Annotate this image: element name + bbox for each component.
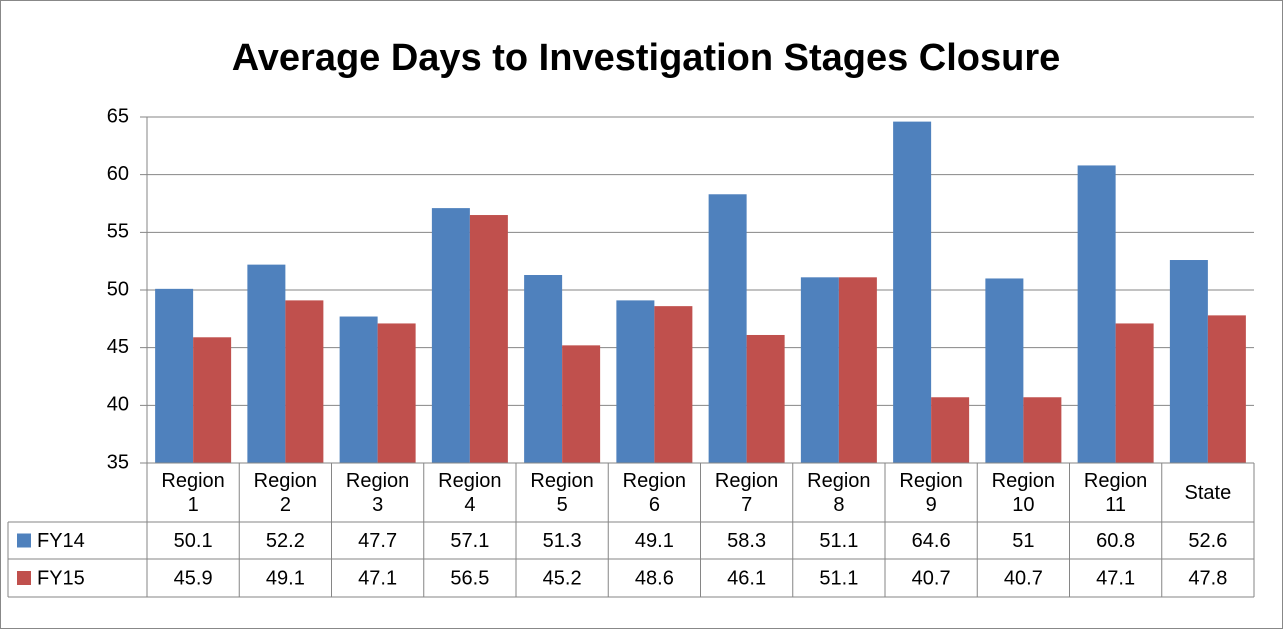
table-value: 47.1 [1096,567,1135,589]
x-tick-wrap: Region 5 [516,463,608,522]
table-value: 56.5 [450,567,489,589]
x-tick-label-box: Region 2 [239,463,331,522]
x-tick-wrap: State [1162,463,1254,522]
chart-title: Average Days to Investigation Stages Clo… [232,37,1061,79]
x-tick-label-box: Region 8 [793,463,885,522]
table-value: 46.1 [727,567,766,589]
table-value: 47.1 [358,567,397,589]
table-value: 45.9 [174,567,213,589]
y-tick-label: 40 [107,394,129,416]
table-value: 60.8 [1096,530,1135,552]
bar [155,288,194,463]
bar [377,323,416,463]
x-tick-label: Region 2 [253,469,318,516]
x-tick-wrap: Region 8 [793,463,885,522]
x-tick-label-box: Region 9 [885,463,977,522]
table-value: 47.8 [1188,567,1227,589]
bar [985,278,1024,463]
bar [654,306,693,463]
x-tick-label: Region 1 [161,469,225,516]
x-tick-label: Region 3 [345,469,410,516]
x-tick-label-box: Region 3 [332,463,424,522]
legend-swatch [17,571,31,585]
x-tick-label-box: Region 10 [977,463,1069,522]
y-tick-label: 65 [107,105,129,127]
table-value: 49.1 [266,567,305,589]
y-tick-label: 60 [107,163,129,185]
x-tick-label-box: Region 5 [516,463,608,522]
x-tick-wrap: Region 1 [147,463,239,522]
table-value: 64.6 [912,530,951,552]
x-tick-wrap: Region 2 [239,463,331,522]
table-value: 51.1 [819,567,858,589]
table-value: 48.6 [635,567,674,589]
bar [524,275,563,463]
x-tick-wrap: Region 7 [701,463,793,522]
bar [893,121,932,463]
x-tick-wrap: Region 6 [608,463,700,522]
bar [1115,323,1154,463]
bar [708,194,747,464]
x-tick-label-box: Region 6 [608,463,700,522]
x-tick-label: Region 6 [622,469,687,516]
bar [285,300,324,463]
x-tick-label: Region 4 [438,469,502,516]
x-tick-label-box: Region 11 [1070,463,1162,522]
bar [1169,260,1208,463]
table-value: 51.1 [819,530,858,552]
x-tick-label: Region 7 [714,469,779,516]
table-value: 40.7 [912,567,951,589]
x-tick-label: Region 5 [530,469,594,516]
table-value: 47.7 [358,530,397,552]
x-tick-label-box: Region 7 [701,463,793,522]
bar [431,208,470,463]
x-tick-label: Region 9 [899,469,963,516]
bar [1077,165,1116,463]
x-tick-label: Region 10 [991,469,1056,516]
x-tick-label: Region 8 [807,469,871,516]
y-tick-label: 50 [107,278,129,300]
table-value: 52.2 [266,530,305,552]
table-value: 40.7 [1004,567,1043,589]
bar [339,316,378,463]
y-tick-label: 55 [107,221,129,243]
table-value: 51.3 [543,530,582,552]
legend-label: FY15 [37,567,85,589]
table-value: 45.2 [543,567,582,589]
table-value: 58.3 [727,530,766,552]
x-tick-label: State [1184,481,1232,504]
table-value: 57.1 [450,530,489,552]
bar [838,277,877,463]
bar [616,300,655,463]
x-tick-label: Region 11 [1083,469,1148,516]
x-tick-label-box: Region 1 [147,463,239,522]
bar [247,264,286,463]
x-tick-wrap: Region 9 [885,463,977,522]
x-tick-wrap: Region 4 [424,463,516,522]
legend-label: FY14 [37,530,85,552]
bar [1207,315,1246,463]
x-tick-wrap: Region 3 [332,463,424,522]
y-tick-label: 45 [107,336,129,358]
bar [193,337,232,463]
table-value: 52.6 [1188,530,1227,552]
table-value: 50.1 [174,530,213,552]
legend-swatch [17,533,31,548]
bar [931,397,970,463]
x-tick-label-box: State [1162,463,1254,522]
bar [800,277,839,463]
bar [469,215,508,463]
table-value: 51 [1012,530,1034,552]
x-tick-wrap: Region 10 [977,463,1069,522]
table-value: 49.1 [635,530,674,552]
x-tick-wrap: Region 11 [1070,463,1162,522]
x-tick-label-box: Region 4 [424,463,516,522]
bar [562,345,601,463]
bar [746,334,785,463]
y-tick-label: 35 [107,451,129,473]
bar [1023,397,1062,463]
